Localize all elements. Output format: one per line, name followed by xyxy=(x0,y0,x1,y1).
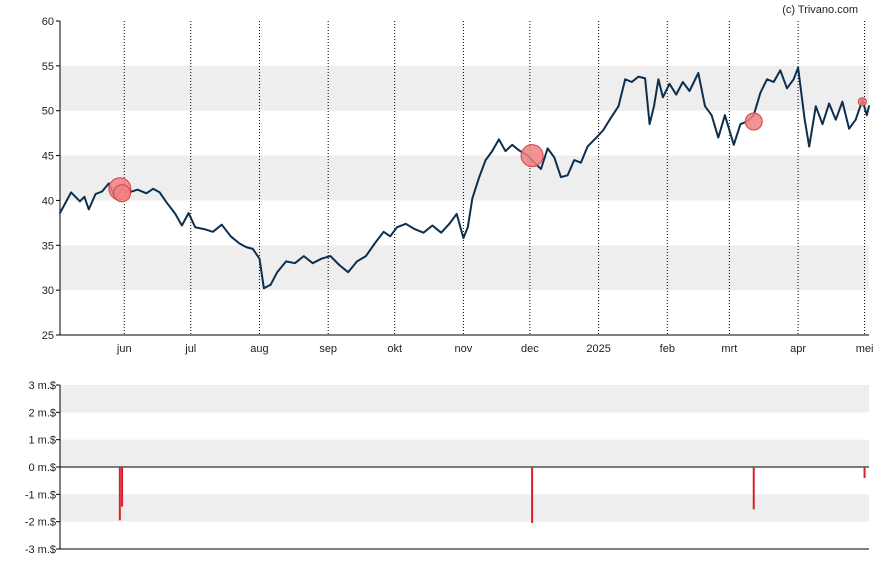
x-tick-label: mrt xyxy=(721,343,737,355)
volume-band xyxy=(60,439,869,467)
x-tick-label: 2025 xyxy=(586,343,610,355)
x-tick-label: jun xyxy=(116,343,132,355)
volume-bar xyxy=(752,467,755,510)
volume-bar xyxy=(118,467,121,521)
copyright-label: (c) Trivano.com xyxy=(782,4,858,16)
price-band xyxy=(60,65,869,111)
x-tick-label: dec xyxy=(521,343,539,355)
volume-tick-label: -3 m.$ xyxy=(25,544,56,556)
trade-marker xyxy=(744,112,763,131)
volume-bar xyxy=(863,467,866,478)
volume-band xyxy=(60,494,869,522)
price-band xyxy=(60,245,869,291)
y-tick-label: 40 xyxy=(42,195,54,207)
x-tick-label: nov xyxy=(455,343,473,355)
x-tick-label: apr xyxy=(790,343,806,355)
y-tick-label: 30 xyxy=(42,285,54,297)
volume-tick-label: 3 m.$ xyxy=(28,380,56,392)
trade-marker xyxy=(857,97,867,107)
volume-bar xyxy=(121,467,124,507)
trade-marker xyxy=(113,184,132,203)
volume-band xyxy=(60,385,869,413)
x-tick-label: feb xyxy=(660,343,675,355)
y-tick-label: 35 xyxy=(42,240,54,252)
volume-bar xyxy=(531,467,534,524)
price-panel: 25 30 35 40 45 50 55 60 jun jul aug sep okt nov dec 20… xyxy=(42,16,874,355)
trade-marker xyxy=(520,144,544,168)
volume-tick-label: -2 m.$ xyxy=(25,517,56,529)
x-tick-label: aug xyxy=(250,343,268,355)
y-tick-label: 50 xyxy=(42,106,54,118)
y-tick-label: 55 xyxy=(42,61,54,73)
y-tick-label: 60 xyxy=(42,16,54,28)
y-tick-label: 25 xyxy=(42,330,54,342)
x-tick-label: okt xyxy=(387,343,402,355)
volume-tick-label: 0 m.$ xyxy=(28,462,56,474)
x-tick-label: sep xyxy=(319,343,337,355)
volume-tick-label: -1 m.$ xyxy=(25,489,56,501)
volume-tick-label: 1 m.$ xyxy=(28,435,56,447)
volume-panel: 3 m.$ 2 m.$ 1 m.$ 0 m.$ -1 m.$ -2 m.$ -3 m.$ xyxy=(25,380,869,556)
y-tick-label: 45 xyxy=(42,151,54,163)
price-band xyxy=(60,155,869,201)
x-tick-label: jul xyxy=(184,343,196,355)
volume-tick-label: 2 m.$ xyxy=(28,407,56,419)
x-tick-label: mei xyxy=(856,343,874,355)
